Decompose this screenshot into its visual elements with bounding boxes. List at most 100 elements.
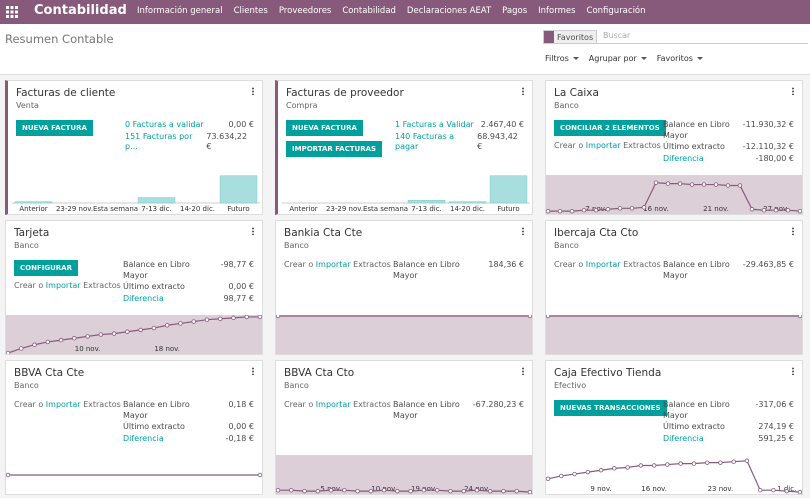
action-button[interactable]: NUEVAS TRANSACCIONES bbox=[554, 400, 667, 416]
stat-label[interactable]: Diferencia bbox=[663, 153, 704, 163]
card-title[interactable]: Caja Efectivo Tienda bbox=[554, 367, 662, 379]
data-point bbox=[204, 317, 210, 322]
card-title[interactable]: La Caixa bbox=[554, 87, 599, 99]
journal-card: Ibercaja Cta Cto Banco Crear o Importar Ex… bbox=[545, 220, 803, 355]
link-row[interactable]: 140 Facturas a pagar 68.943,42 € bbox=[395, 132, 524, 153]
import-link[interactable]: Importar bbox=[585, 141, 621, 150]
data-point bbox=[585, 469, 590, 475]
kebab-menu[interactable] bbox=[252, 227, 254, 235]
create-import-text: Extractos bbox=[83, 400, 121, 409]
x-tick-label: Esta semana bbox=[363, 205, 408, 213]
journal-card: BBVA Cta Cto Banco Crear o Importar Extrac… bbox=[275, 360, 533, 495]
action-button[interactable]: NUEVA FACTURA bbox=[286, 120, 363, 136]
create-import-text: Crear o bbox=[14, 400, 44, 409]
stat-row: Último extracto 274,19 € bbox=[663, 422, 794, 433]
card-title[interactable]: Facturas de proveedor bbox=[286, 87, 404, 99]
card-subtitle: Efectivo bbox=[554, 381, 587, 390]
link-label[interactable]: 151 Facturas por p... bbox=[125, 131, 193, 152]
menu-item[interactable]: Proveedores bbox=[278, 6, 332, 16]
action-button[interactable]: CONCILIAR 2 ELEMENTOS bbox=[554, 120, 666, 136]
import-link[interactable]: Importar bbox=[45, 400, 81, 409]
import-link[interactable]: Importar bbox=[585, 260, 621, 269]
import-link[interactable]: Importar bbox=[315, 260, 351, 269]
card-title[interactable]: Tarjeta bbox=[14, 227, 50, 239]
balance-line bbox=[7, 316, 260, 354]
menu-item[interactable]: Contabilidad bbox=[342, 6, 396, 16]
link-label[interactable]: 140 Facturas a pagar bbox=[395, 131, 454, 152]
action-button[interactable]: NUEVA FACTURA bbox=[16, 120, 93, 136]
data-point bbox=[395, 488, 400, 494]
filters-button[interactable]: Filtros bbox=[545, 54, 579, 63]
menu-item[interactable]: Informes bbox=[538, 6, 576, 16]
stat-label[interactable]: Diferencia bbox=[123, 293, 164, 303]
stat-label: Balance en Libro Mayor bbox=[663, 260, 730, 280]
menu-item[interactable]: Información general bbox=[137, 6, 223, 16]
menu-item[interactable]: Declaraciones AEAT bbox=[406, 6, 492, 16]
x-tick-label: 7-13 dic. bbox=[141, 205, 172, 213]
link-value: 68.943,42 € bbox=[477, 131, 518, 152]
line-chart: 5 nov. 10 nov. 19 nov. 24 nov. bbox=[276, 455, 532, 494]
group-by-button[interactable]: Agrupar por bbox=[589, 54, 647, 63]
link-label[interactable]: 1 Facturas a Validar bbox=[395, 120, 474, 129]
card-title[interactable]: BBVA Cta Cto bbox=[284, 367, 355, 379]
menu-item[interactable]: Pagos bbox=[502, 6, 528, 16]
stat-row: Diferencia -0,18 € bbox=[123, 434, 254, 445]
kebab-menu[interactable] bbox=[252, 87, 254, 95]
x-tick-label: 10 nov. bbox=[75, 345, 101, 353]
action-button[interactable]: CONFIGURAR bbox=[14, 260, 78, 276]
card-title[interactable]: Bankia Cta Cte bbox=[284, 227, 363, 239]
stat-label[interactable]: Diferencia bbox=[663, 433, 704, 443]
card-title[interactable]: Facturas de cliente bbox=[16, 87, 116, 99]
data-point bbox=[546, 476, 551, 481]
action-button[interactable]: IMPORTAR FACTURAS bbox=[286, 141, 383, 157]
card-title[interactable]: BBVA Cta Cte bbox=[14, 367, 85, 379]
stat-value: -67.280,23 € bbox=[472, 400, 524, 409]
menu-item[interactable]: Clientes bbox=[233, 6, 268, 16]
data-point bbox=[164, 323, 170, 328]
apps-icon[interactable] bbox=[6, 6, 18, 18]
data-point bbox=[342, 488, 347, 493]
link-label[interactable]: 0 Facturas a validar bbox=[125, 120, 204, 129]
link-row[interactable]: 0 Facturas a validar 0,00 € bbox=[125, 120, 254, 131]
card-stats: Balance en Libro Mayor 0,18 € Último extra… bbox=[123, 400, 254, 445]
stat-row: Balance en Libro Mayor 0,18 € bbox=[123, 400, 254, 421]
facet-label: Favoritos bbox=[557, 32, 594, 42]
menu-item[interactable]: Configuración bbox=[586, 6, 646, 16]
balance-line bbox=[548, 182, 801, 212]
import-link[interactable]: Importar bbox=[45, 281, 81, 290]
kebab-menu[interactable] bbox=[792, 367, 794, 375]
link-row[interactable]: 1 Facturas a Validar 2.467,40 € bbox=[395, 120, 524, 131]
kebab-menu[interactable] bbox=[252, 367, 254, 375]
search-box[interactable]: Favoritos Buscar bbox=[543, 30, 808, 44]
kebab-menu[interactable] bbox=[792, 227, 794, 235]
bar bbox=[489, 175, 528, 204]
journal-card: BBVA Cta Cte Banco Crear o Importar Extrac… bbox=[5, 360, 263, 495]
x-tick-label: Futuro bbox=[497, 205, 519, 213]
data-point bbox=[689, 182, 695, 187]
favorites-button[interactable]: Favoritos bbox=[657, 54, 703, 63]
data-point bbox=[629, 206, 635, 211]
bar bbox=[14, 201, 53, 204]
kebab-menu[interactable] bbox=[522, 227, 524, 235]
line-chart bbox=[6, 472, 262, 478]
link-value: 0,00 € bbox=[228, 120, 254, 129]
stat-row: Diferencia -180,00 € bbox=[663, 154, 794, 165]
data-point bbox=[691, 461, 697, 466]
data-point bbox=[302, 488, 307, 494]
create-import-text: Crear o bbox=[284, 400, 314, 409]
stat-label[interactable]: Diferencia bbox=[123, 433, 164, 443]
data-point bbox=[572, 471, 577, 477]
data-point bbox=[612, 466, 617, 471]
link-value: 73.634,22 € bbox=[206, 131, 248, 152]
card-actions: NUEVA FACTURA bbox=[16, 120, 126, 141]
import-link[interactable]: Importar bbox=[315, 400, 351, 409]
stat-row: Balance en Libro Mayor -98,77 € bbox=[123, 260, 254, 281]
x-tick-label: 14-20 dic. bbox=[450, 205, 485, 213]
kebab-menu[interactable] bbox=[522, 87, 524, 95]
card-title[interactable]: Ibercaja Cta Cto bbox=[554, 227, 639, 239]
link-row[interactable]: 151 Facturas por p... 73.634,22 € bbox=[125, 132, 254, 153]
kebab-menu[interactable] bbox=[792, 87, 794, 95]
kebab-menu[interactable] bbox=[522, 367, 524, 375]
facet[interactable]: Favoritos bbox=[543, 30, 598, 44]
